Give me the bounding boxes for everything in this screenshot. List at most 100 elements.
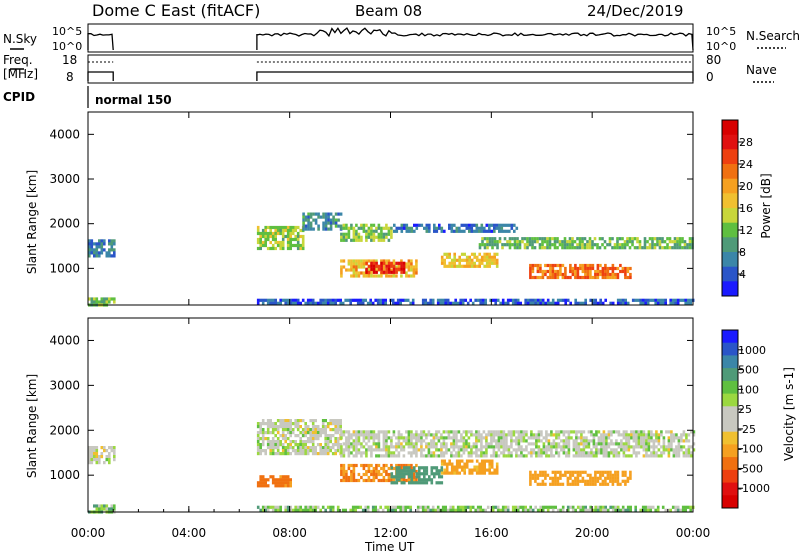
velocity-cell (372, 442, 376, 446)
power-cell (453, 229, 456, 233)
velocity-cell (88, 449, 91, 453)
power-cell (355, 262, 358, 266)
velocity-cell (426, 505, 430, 509)
power-cell (445, 252, 449, 256)
power-cell (354, 298, 357, 302)
velocity-cell (392, 451, 396, 455)
power-cell (345, 226, 348, 230)
velocity-cell (620, 445, 623, 449)
power-cell (95, 251, 99, 255)
velocity-cell (442, 436, 446, 440)
velocity-cell (517, 436, 521, 440)
power-cell (686, 301, 690, 305)
velocity-cell (289, 440, 292, 444)
velocity-cell (256, 481, 260, 485)
velocity-cell (324, 449, 327, 453)
power-cell (93, 297, 96, 301)
power-cell (350, 223, 353, 227)
power-cell (395, 261, 398, 265)
velocity-cell (427, 445, 431, 449)
velocity-cell (500, 442, 503, 446)
velocity-cell (529, 479, 532, 483)
power-cell (413, 223, 416, 227)
power-cell (501, 243, 504, 247)
velocity-cell (415, 451, 418, 455)
power-cell (357, 226, 361, 230)
power-cell (329, 298, 332, 302)
velocity-cell (392, 433, 396, 437)
velocity-cell (632, 433, 636, 437)
power-cell (586, 246, 589, 250)
power-cell (357, 259, 361, 263)
power-cell (382, 270, 386, 274)
velocity-cell (507, 451, 511, 455)
velocity-cell (284, 434, 287, 438)
power-cell (598, 246, 602, 250)
power-cell (510, 223, 514, 227)
power-cell (304, 215, 308, 219)
velocity-cell (357, 451, 361, 455)
velocity-cell (592, 454, 596, 458)
velocity-cell (274, 422, 277, 426)
power-cell (331, 301, 335, 305)
power-cell (624, 301, 627, 305)
power-cell (302, 215, 305, 219)
velocity-cell (660, 445, 663, 449)
velocity-cell (687, 439, 691, 443)
power-cell (327, 227, 330, 231)
power-cell (259, 246, 262, 251)
power-cell (633, 237, 637, 241)
power-cell (329, 227, 333, 231)
velocity-cell (397, 436, 401, 440)
velocity-cell (331, 428, 335, 432)
velocity-cell (345, 430, 348, 434)
velocity-cell (415, 430, 418, 434)
power-cell (100, 242, 104, 246)
velocity-cbar-tick-label: -500 (738, 462, 763, 475)
power-cell (286, 243, 290, 248)
power-cell (671, 301, 675, 305)
velocity-cell (409, 505, 412, 509)
velocity-cell (306, 446, 310, 450)
velocity-cell (352, 469, 356, 474)
velocity-cell (269, 419, 272, 423)
velocity-cell (390, 451, 393, 455)
power-cell (470, 226, 474, 230)
velocity-cell (581, 479, 585, 483)
power-cell (365, 270, 368, 274)
velocity-cell (306, 505, 310, 509)
power-cell (569, 275, 572, 280)
velocity-cell (413, 469, 416, 473)
velocity-cell (616, 470, 620, 474)
velocity-cell (525, 448, 528, 452)
velocity-cell (462, 448, 466, 452)
velocity-cell (412, 436, 416, 440)
power-cell (271, 237, 275, 242)
power-cell (465, 255, 469, 259)
power-cell (382, 265, 386, 269)
velocity-cell (437, 448, 441, 452)
velocity-cell (614, 508, 617, 512)
velocity-cell (385, 433, 388, 437)
velocity-cell (584, 508, 587, 512)
power-cell (551, 301, 555, 305)
power-cell (309, 212, 313, 216)
power-cell (372, 264, 376, 268)
power-cell (491, 237, 494, 241)
velocity-cell (311, 419, 315, 423)
velocity-cell (398, 469, 401, 473)
velocity-cell (113, 449, 116, 453)
power-cell (536, 298, 540, 302)
time-axis-label: Time UT (364, 540, 415, 554)
velocity-cell (420, 466, 424, 470)
velocity-cell (276, 437, 280, 441)
velocity-cell (375, 442, 378, 446)
velocity-cell (266, 484, 270, 488)
velocity-cell (364, 505, 367, 509)
velocity-cell (394, 505, 397, 509)
power-cell (88, 245, 91, 249)
power-cell (395, 229, 399, 233)
velocity-cell (562, 445, 566, 449)
velocity-cell (387, 454, 391, 458)
velocity-cell (512, 439, 516, 443)
